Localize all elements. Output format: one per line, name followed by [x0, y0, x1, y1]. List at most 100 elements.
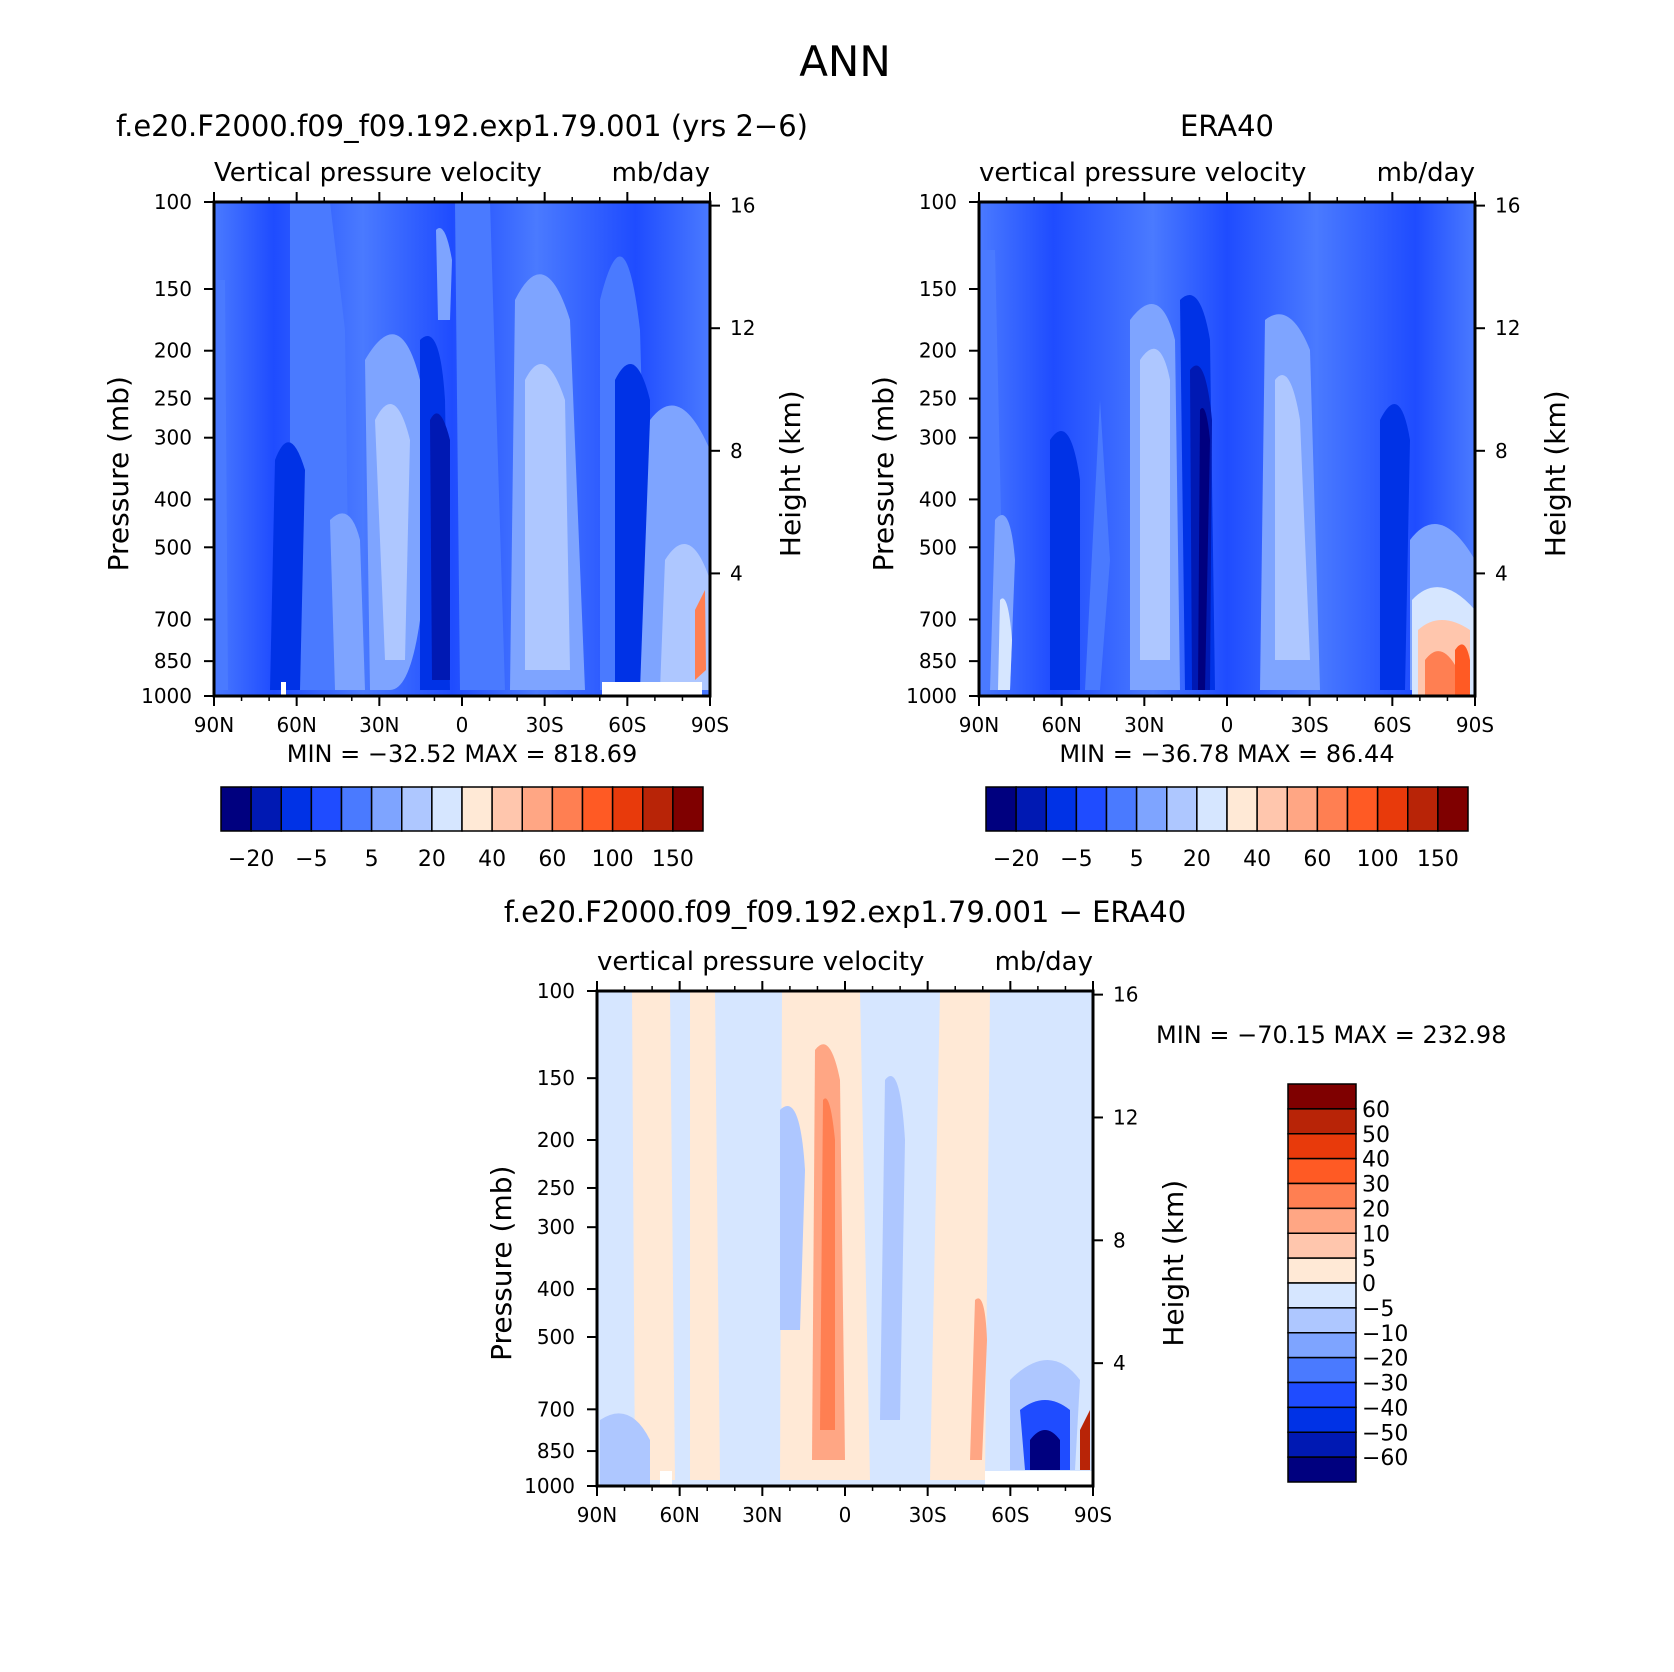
y-tick-label: 500 — [154, 535, 192, 559]
y-tick-label: 300 — [919, 426, 957, 450]
y-right-tick-label: 16 — [1113, 983, 1138, 1007]
x-tick-label: 60S — [1373, 713, 1411, 737]
y-right-axis-label: Height (km) — [1539, 390, 1572, 557]
colorbar-swatch — [1286, 786, 1319, 832]
colorbar-label: 20 — [1362, 1197, 1390, 1222]
y-tick-label: 1000 — [906, 684, 957, 708]
y-tick-label: 850 — [154, 649, 192, 673]
y-tick-label: 1000 — [141, 684, 192, 708]
y-right-tick-label: 16 — [1495, 194, 1520, 218]
y-axis-label: Pressure (mb) — [867, 376, 900, 571]
panel-subtitle: vertical pressure velocity — [979, 158, 1306, 188]
colorbar-label: 5 — [1130, 847, 1144, 872]
colorbar-label: −10 — [1362, 1322, 1408, 1347]
y-tick-label: 250 — [919, 387, 957, 411]
colorbar-label: −5 — [1362, 1297, 1394, 1322]
y-tick-label: 400 — [537, 1277, 575, 1301]
colorbar-swatch — [250, 786, 282, 832]
colorbar-swatch — [370, 786, 403, 832]
y-tick-label: 1000 — [524, 1474, 575, 1498]
y-tick-label: 200 — [154, 339, 192, 363]
colorbar-label: 30 — [1362, 1173, 1390, 1198]
colorbar-swatch — [1287, 1108, 1357, 1135]
y-right-axis-label: Height (km) — [774, 390, 807, 557]
x-tick-label: 30S — [526, 713, 564, 737]
colorbar-label: 60 — [538, 847, 566, 872]
contour-field — [214, 202, 710, 696]
y-tick-label: 850 — [537, 1439, 575, 1463]
x-tick-label: 30N — [1124, 713, 1164, 737]
x-tick-label: 0 — [1221, 713, 1234, 737]
colorbar-swatch — [431, 786, 463, 832]
colorbar-swatch — [1346, 786, 1379, 832]
panel-subtitle: Vertical pressure velocity — [214, 158, 542, 188]
panel-stats: MIN = −70.15 MAX = 232.98 — [1156, 1021, 1506, 1049]
y-right-tick-label: 8 — [730, 439, 743, 463]
colorbar-swatch — [551, 786, 584, 832]
colorbar-swatch — [1287, 1356, 1357, 1384]
colorbar-swatch — [985, 786, 1017, 832]
panel-units: mb/day — [1377, 158, 1475, 188]
colorbar-swatch — [1287, 1332, 1357, 1359]
colorbar-label: 100 — [592, 847, 634, 872]
colorbar-label: 100 — [1357, 847, 1399, 872]
colorbar-swatch — [1105, 786, 1138, 832]
colorbar-swatch — [1287, 1182, 1357, 1210]
y-right-tick-label: 4 — [1495, 561, 1508, 585]
x-tick-label: 90S — [1074, 1503, 1112, 1527]
panel-units: mb/day — [612, 158, 710, 188]
colorbar-label: 20 — [418, 847, 446, 872]
colorbar-swatch — [1075, 786, 1108, 832]
x-tick-label: 90S — [1456, 713, 1494, 737]
y-tick-label: 200 — [919, 339, 957, 363]
x-tick-label: 60S — [608, 713, 646, 737]
y-tick-label: 500 — [537, 1325, 575, 1349]
colorbar-label: −50 — [1362, 1421, 1408, 1446]
y-right-axis-label: Height (km) — [1157, 1180, 1190, 1347]
colorbar-swatch — [1196, 786, 1228, 832]
axes-panel-2: 100 150 200 250 300 400 500 700 850 1000 4 8 12 16 90N… — [485, 979, 1190, 1527]
y-right-tick-label: 8 — [1113, 1228, 1126, 1252]
colorbar-label: 10 — [1362, 1222, 1390, 1247]
colorbar-label: −30 — [1362, 1372, 1408, 1397]
colorbar-swatch — [581, 786, 614, 832]
y-right-tick-label: 12 — [1113, 1105, 1138, 1129]
colorbar-swatch — [1287, 1157, 1357, 1185]
colorbar-swatch — [672, 786, 704, 832]
colorbar-swatch — [491, 786, 523, 832]
y-right-tick-label: 12 — [1495, 316, 1520, 340]
colorbar-1: −20 −5 5 20 40 60 100 150 — [985, 786, 1469, 872]
colorbar-label: −5 — [1060, 847, 1092, 872]
colorbar-swatch — [1287, 1307, 1357, 1334]
colorbar-swatch — [1015, 786, 1047, 832]
colorbar-label: 60 — [1362, 1098, 1390, 1123]
colorbar-label: −20 — [993, 847, 1039, 872]
colorbar-swatch — [1287, 1232, 1357, 1259]
x-tick-label: 60N — [659, 1503, 699, 1527]
colorbar-label: 60 — [1303, 847, 1331, 872]
colorbar-swatch — [1287, 1406, 1357, 1433]
colorbar-swatch — [1135, 786, 1168, 832]
colorbar-swatch — [401, 786, 433, 832]
panel-subtitle: vertical pressure velocity — [597, 947, 924, 977]
colorbar-swatch — [1287, 1257, 1357, 1284]
colorbar-swatch — [1287, 1207, 1357, 1234]
y-tick-label: 700 — [154, 607, 192, 631]
y-tick-label: 250 — [537, 1176, 575, 1200]
colorbar-label: 50 — [1362, 1123, 1390, 1148]
colorbar-swatch — [1287, 1381, 1357, 1409]
colorbar-swatch — [220, 786, 252, 832]
panel-stats: MIN = −36.78 MAX = 86.44 — [1059, 740, 1394, 768]
colorbar-swatch — [310, 786, 343, 832]
colorbar-swatch — [461, 786, 493, 832]
y-tick-label: 100 — [919, 190, 957, 214]
colorbar-label: 0 — [1362, 1272, 1376, 1297]
x-tick-label: 90N — [577, 1503, 617, 1527]
colorbar-label: 40 — [1243, 847, 1271, 872]
colorbar-swatch — [1287, 1133, 1357, 1160]
y-tick-label: 300 — [537, 1215, 575, 1239]
y-tick-label: 200 — [537, 1128, 575, 1152]
y-tick-label: 150 — [537, 1066, 575, 1090]
